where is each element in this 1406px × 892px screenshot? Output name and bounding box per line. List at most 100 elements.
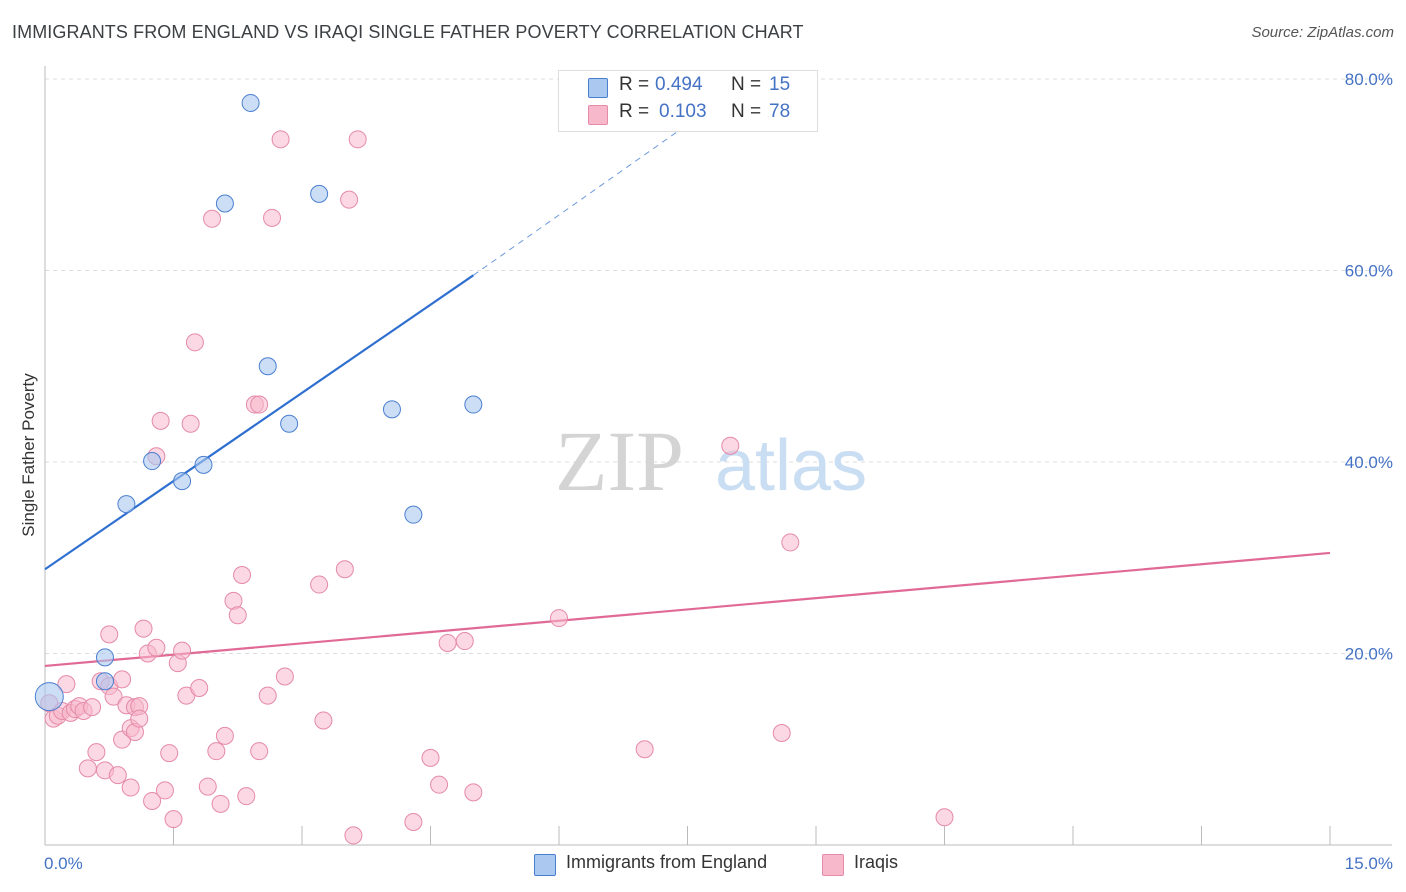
iraqis-point-55 <box>263 208 282 227</box>
iraqis-point-27 <box>134 619 153 638</box>
iraqis-swatch <box>588 105 608 125</box>
iraqis-point-45 <box>211 794 230 813</box>
legend-row-england: R = 0.494 N = 15 <box>559 74 817 100</box>
iraqis-point-43 <box>203 209 222 228</box>
bottom-england-label: Immigrants from England <box>566 852 768 872</box>
source-credit: Source: ZipAtlas.com <box>1251 24 1394 41</box>
england-n-label: N = <box>731 74 762 95</box>
tick-labels: 20.0% 40.0% 60.0% 80.0% 0.0% 15.0% <box>44 70 1393 873</box>
correlation-legend: R = 0.494 N = 15 R = 0.103 N = 78 <box>558 70 818 132</box>
iraqis-point-75 <box>935 808 954 827</box>
iraqis-point-70 <box>550 609 568 628</box>
iraqis-point-72 <box>721 436 740 455</box>
chart-title: IMMIGRANTS FROM ENGLAND VS IRAQI SINGLE … <box>12 22 804 42</box>
iraqis-n-value: 78 <box>769 101 791 122</box>
england-point-11 <box>310 184 329 203</box>
iraqis-point-46 <box>215 726 234 745</box>
iraqis-point-73 <box>772 723 791 742</box>
england-point-14 <box>464 395 483 414</box>
iraqis-point-66 <box>430 775 449 794</box>
x-tick-label-min: 0.0% <box>44 854 83 873</box>
iraqis-point-57 <box>275 667 294 686</box>
bottom-iraqis-label: Iraqis <box>854 852 899 872</box>
iraqis-point-67 <box>438 633 457 652</box>
y-tick-label-80: 80.0% <box>1345 70 1393 89</box>
iraqis-point-10 <box>83 698 102 717</box>
iraqis-point-59 <box>314 711 333 730</box>
iraqis-point-61 <box>340 190 359 209</box>
watermark-atlas: atlas <box>715 426 867 506</box>
england-point-1 <box>95 672 114 691</box>
bottom-iraqis-swatch <box>822 854 844 876</box>
iraqis-point-58 <box>310 575 329 594</box>
england-point-12 <box>382 400 401 419</box>
bottom-england-swatch <box>534 854 556 876</box>
iraqis-point-69 <box>464 783 483 802</box>
iraqis-point-50 <box>237 787 256 806</box>
watermark-zip: ZIP <box>555 413 684 509</box>
england-point-13 <box>404 505 423 524</box>
grid-lines <box>45 78 1392 654</box>
iraqis-point-64 <box>404 813 423 832</box>
iraqis-point-62 <box>344 826 363 845</box>
england-n-value: 15 <box>769 74 791 95</box>
iraqis-point-21 <box>121 778 140 797</box>
iraqis-point-4 <box>57 675 76 694</box>
iraqis-point-53 <box>250 742 269 761</box>
legend-row-iraqis: R = 0.103 N = 78 <box>559 101 817 127</box>
iraqis-point-49 <box>233 565 252 584</box>
iraqis-point-44 <box>207 742 226 761</box>
trend-lines <box>44 112 1331 668</box>
england-swatch <box>588 78 608 98</box>
england-r-value: 0.494 <box>655 74 703 95</box>
iraqis-point-71 <box>635 740 654 759</box>
iraqis-point-29 <box>143 791 162 810</box>
iraqis-point-9 <box>78 759 97 778</box>
england-trend-line <box>44 274 474 571</box>
england-point-10 <box>280 414 299 433</box>
iraqis-r-label: R = <box>619 101 650 122</box>
iraqis-trend-line <box>44 551 1331 668</box>
iraqis-point-19 <box>113 670 132 689</box>
iraqis-r-value: 0.103 <box>659 101 707 122</box>
iraqis-point-60 <box>335 560 354 579</box>
england-point-8 <box>241 93 260 112</box>
iraqis-n-label: N = <box>731 101 762 122</box>
iraqis-point-16 <box>104 687 123 706</box>
iraqis-point-63 <box>348 130 367 149</box>
iraqis-point-32 <box>151 411 170 430</box>
axes <box>44 66 1392 846</box>
iraqis-point-42 <box>198 777 217 796</box>
england-point-2 <box>95 648 114 667</box>
iraqis-point-54 <box>258 686 277 705</box>
y-axis-title: Single Father Poverty <box>19 373 38 537</box>
iraqis-point-65 <box>421 748 440 767</box>
iraqis-point-11 <box>87 743 106 762</box>
england-r-label: R = <box>619 74 650 95</box>
y-tick-label-20: 20.0% <box>1345 645 1393 664</box>
england-point-6 <box>194 455 213 474</box>
iraqis-point-15 <box>100 625 119 644</box>
iraqis-point-56 <box>271 130 290 149</box>
iraqis-point-48 <box>228 606 247 625</box>
england-point-7 <box>215 194 234 213</box>
iraqis-point-52 <box>250 395 269 414</box>
y-tick-label-40: 40.0% <box>1345 453 1393 472</box>
england-point-5 <box>173 472 192 491</box>
iraqis-point-30 <box>147 638 166 657</box>
iraqis-point-39 <box>181 414 200 433</box>
iraqis-point-17 <box>108 766 127 785</box>
x-tick-label-max: 15.0% <box>1345 854 1393 873</box>
iraqis-point-26 <box>130 709 149 728</box>
iraqis-point-40 <box>185 333 204 352</box>
england-point-3 <box>117 495 136 514</box>
england-point-4 <box>143 452 162 471</box>
england-trend-extension <box>473 112 705 276</box>
data-points <box>34 93 954 845</box>
iraqis-point-68 <box>455 632 474 651</box>
iraqis-point-35 <box>164 810 183 829</box>
iraqis-point-34 <box>160 744 179 763</box>
iraqis-point-41 <box>190 678 209 697</box>
iraqis-point-37 <box>173 641 192 660</box>
